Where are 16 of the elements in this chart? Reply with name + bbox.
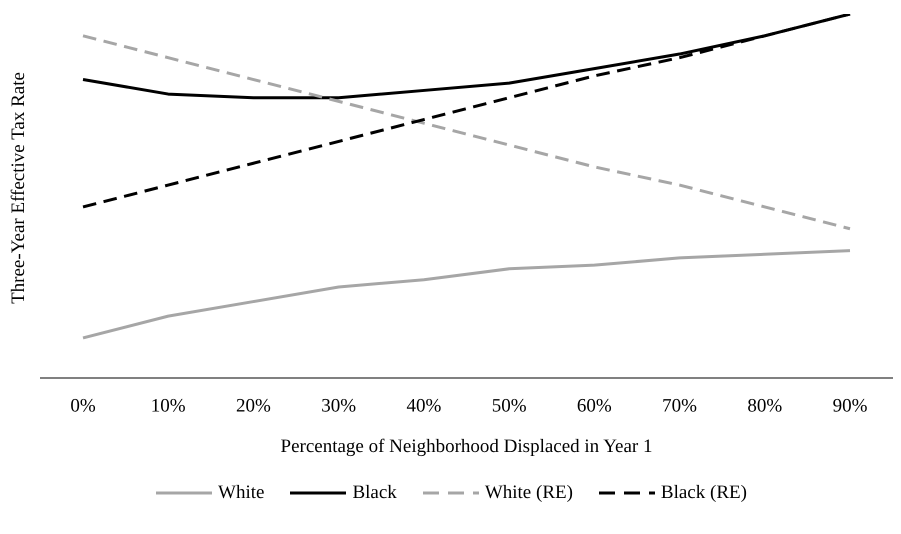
x-tick-label: 50%: [492, 395, 527, 416]
x-tick-label: 40%: [406, 395, 442, 416]
x-tick-label: 90%: [832, 395, 868, 416]
x-tick-label: 10%: [150, 395, 186, 416]
x-tick-label: 30%: [321, 395, 356, 416]
legend-label: Black (RE): [660, 482, 747, 504]
x-tick-label: 0%: [70, 395, 96, 416]
legend-label: Black: [351, 482, 397, 504]
y-axis-title: Three-Year Effective Tax Rate: [8, 72, 30, 304]
x-tick-label: 60%: [576, 395, 612, 416]
x-axis-title: Percentage of Neighborhood Displaced in Year 1: [280, 436, 652, 457]
x-tick-label: 80%: [747, 395, 782, 416]
legend-label: White (RE): [484, 482, 573, 504]
legend-label: White: [217, 482, 264, 504]
x-tick-label: 20%: [236, 395, 272, 416]
x-tick-label: 70%: [662, 395, 698, 416]
